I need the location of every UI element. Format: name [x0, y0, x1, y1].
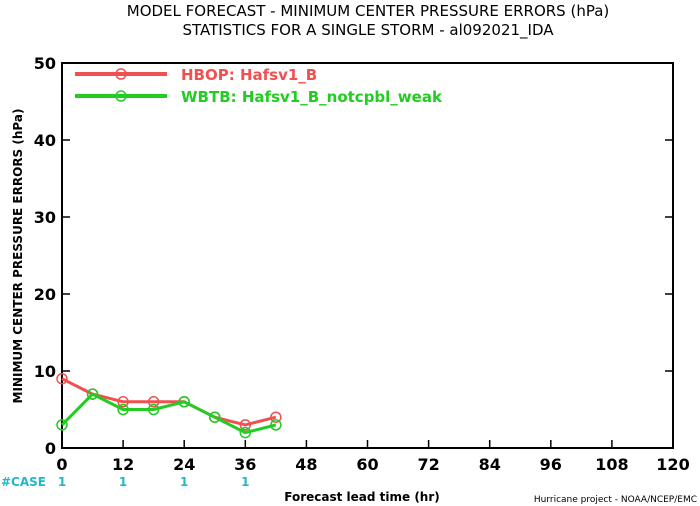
data-point — [86, 388, 99, 400]
y-tick-label: 0 — [45, 439, 56, 458]
data-point — [270, 411, 282, 423]
data-point — [239, 426, 252, 439]
x-tick-label: 48 — [295, 455, 317, 474]
series-2 — [56, 388, 282, 439]
data-point — [117, 403, 129, 416]
y-tick-label: 20 — [34, 285, 56, 304]
chart-title-line2: STATISTICS FOR A SINGLE STORM - al092021… — [182, 21, 554, 40]
x-tick-label: 0 — [56, 455, 67, 474]
x-tick-label: 24 — [173, 455, 195, 474]
case-count: 1 — [180, 475, 188, 489]
legend-label: WBTB: Hafsv1_B_notcpbl_weak — [181, 88, 443, 106]
series-1 — [56, 372, 282, 431]
y-tick-label: 30 — [34, 208, 56, 227]
x-tick-label: 84 — [479, 455, 501, 474]
data-point — [147, 403, 160, 416]
data-point — [178, 396, 190, 408]
chart-title-line1: MODEL FORECAST - MINIMUM CENTER PRESSURE… — [127, 2, 610, 20]
y-tick-label: 40 — [34, 131, 56, 150]
data-point — [56, 372, 68, 385]
x-tick-label: 120 — [656, 455, 689, 474]
x-axis: 0 12 24 36 48 60 72 84 96 108 120 — [56, 440, 690, 474]
data-point — [270, 419, 282, 431]
x-tick-label: 72 — [417, 455, 439, 474]
legend: HBOP: Hafsv1_B WBTB: Hafsv1_B_notcpbl_wea… — [75, 66, 443, 106]
legend-label: HBOP: Hafsv1_B — [181, 66, 317, 84]
case-count: 1 — [241, 475, 249, 489]
data-point — [147, 396, 160, 408]
x-axis-label: Forecast lead time (hr) — [284, 490, 440, 504]
data-point — [56, 419, 68, 431]
y-tick-label: 50 — [34, 54, 56, 73]
x-tick-label: 36 — [234, 455, 256, 474]
credit-text: Hurricane project - NOAA/NCEP/EMC — [534, 495, 697, 505]
y-axis: 0 10 20 30 40 50 — [34, 54, 673, 458]
case-count: 1 — [58, 475, 66, 489]
x-tick-label: 108 — [595, 455, 628, 474]
series-layer — [56, 372, 282, 439]
x-tick-label: 60 — [356, 455, 378, 474]
y-axis-label: MINIMUM CENTER PRESSURE ERRORS (hPa) — [11, 109, 25, 404]
case-label: #CASE — [1, 475, 46, 489]
plot-frame — [61, 62, 674, 449]
case-count: 1 — [119, 475, 127, 489]
legend-swatch-marker — [115, 90, 127, 102]
data-point — [239, 419, 252, 431]
case-counts: 1 1 1 1 — [58, 475, 250, 489]
series-line — [60, 392, 277, 435]
data-point — [209, 411, 221, 423]
legend-swatch-marker — [115, 68, 127, 80]
y-tick-label: 10 — [34, 362, 56, 381]
x-tick-label: 96 — [540, 455, 562, 474]
x-tick-label: 12 — [112, 455, 134, 474]
series-line — [61, 377, 277, 427]
data-point — [117, 396, 129, 408]
